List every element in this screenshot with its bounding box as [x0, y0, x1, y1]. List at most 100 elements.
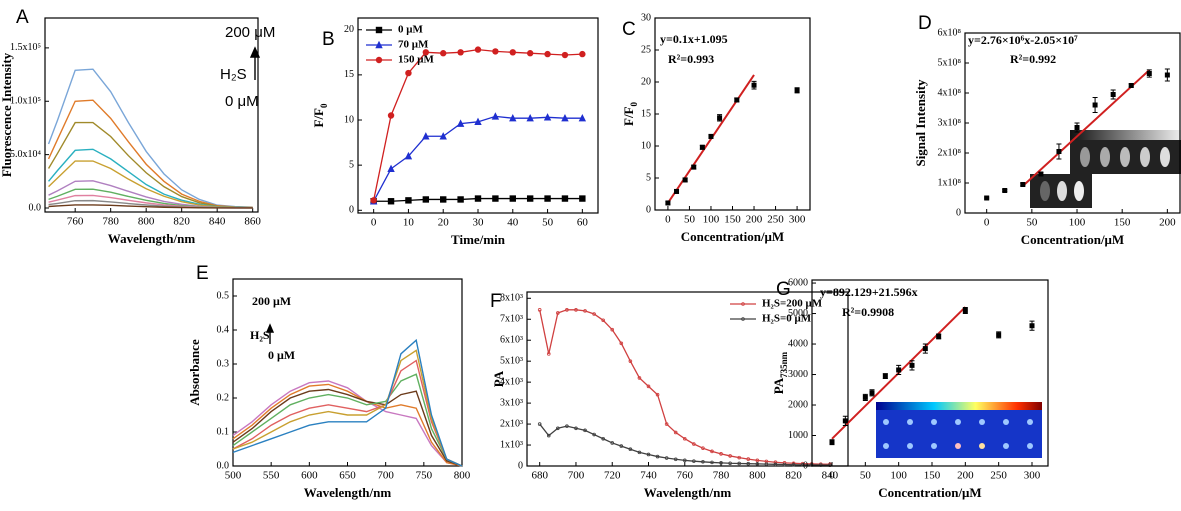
x-tick-label: 550	[263, 470, 280, 482]
point	[794, 87, 800, 93]
y-axis-label: F/F0	[311, 103, 329, 128]
y-tick-label: 15	[641, 108, 651, 119]
point	[665, 200, 671, 206]
y-tick-label: 0	[518, 460, 523, 471]
y-axis-label-main: PA	[771, 377, 786, 394]
y-tick-label: 3000	[788, 369, 808, 380]
y-tick-label: 0	[646, 204, 651, 215]
y-axis-label-sub: 735nm	[779, 351, 789, 378]
y-tick-label: 0.0	[217, 460, 230, 471]
y-axis-label: F/F0	[621, 102, 639, 127]
marker	[509, 49, 516, 56]
panel-letter: C	[622, 19, 636, 40]
y-axis-label-main: F/F	[311, 108, 326, 128]
x-tick-label: 150	[924, 470, 941, 482]
annotation: 0 μM	[225, 93, 259, 110]
point	[829, 439, 835, 445]
y-tick-label: 7x10³	[500, 314, 523, 325]
x-tick-label: 680	[531, 470, 548, 482]
point	[682, 177, 688, 183]
panel: G 0 1000 2000 3000 4000 5000 6000 0 50 100 150 200 25…	[771, 277, 1049, 500]
y-axis-label-main: Fluorescence Intensity	[0, 52, 14, 177]
legend-marker	[741, 317, 745, 321]
x-tick-label: 500	[225, 470, 242, 482]
series-line	[539, 423, 830, 466]
series-line	[232, 383, 463, 467]
point	[699, 144, 705, 150]
legend-label: 0 μM	[398, 24, 423, 36]
marker	[574, 308, 578, 312]
marker	[692, 442, 696, 446]
marker	[405, 69, 412, 77]
marker	[561, 114, 569, 122]
point	[882, 373, 888, 379]
marker	[619, 444, 624, 448]
x-axis-label: Wavelength/nm	[644, 485, 732, 500]
marker	[601, 436, 605, 441]
x-tick-label: 0	[665, 214, 671, 226]
x-tick-label: 720	[604, 470, 621, 482]
series-line	[232, 359, 463, 467]
x-tick-label: 250	[767, 214, 784, 226]
marker	[457, 49, 464, 56]
x-tick-label: 100	[890, 470, 907, 482]
x-tick-label: 40	[507, 217, 519, 229]
y-axis-label-main: Signal Intensity	[913, 79, 928, 167]
marker	[583, 428, 587, 433]
panel: A 0.0 5.0x10⁴ 1.0x10⁵ 1.5x10⁵ 760 780 800 820 840…	[0, 7, 275, 246]
annotation: 200 μM	[252, 294, 291, 308]
marker	[492, 195, 499, 202]
marker	[565, 308, 569, 312]
panel: E 0.0 0.1 0.2 0.3 0.4 0.5 500 550 600 650 700 750 800…	[187, 263, 471, 500]
marker	[579, 50, 586, 58]
marker	[422, 49, 430, 56]
marker	[791, 462, 796, 467]
marker	[387, 164, 395, 172]
point	[1029, 323, 1035, 329]
point	[717, 115, 723, 121]
point	[1128, 83, 1134, 88]
marker	[619, 341, 624, 346]
y-tick-label: 6x10⁸	[938, 27, 962, 38]
annotation: R²=0.992	[1010, 52, 1056, 66]
legend-label: 70 μM	[398, 39, 429, 51]
point	[1146, 71, 1152, 76]
marker	[646, 384, 651, 389]
y-tick-label: 2000	[788, 399, 808, 410]
marker	[546, 433, 551, 438]
marker	[646, 452, 651, 457]
y-tick-label: 2x10³	[500, 418, 523, 429]
point	[708, 133, 714, 139]
marker	[474, 46, 482, 53]
x-tick-label: 0	[984, 217, 990, 229]
annotation: 200 μM	[225, 24, 275, 41]
marker	[737, 461, 741, 466]
marker	[746, 457, 751, 461]
series-line	[232, 373, 463, 467]
x-tick-label: 800	[749, 470, 766, 482]
y-tick-label: 5.0x10⁴	[10, 149, 42, 160]
marker	[628, 359, 633, 363]
x-tick-label: 0	[829, 470, 835, 482]
inset-g	[876, 402, 1042, 458]
y-tick-label: 8x10³	[500, 293, 523, 304]
point	[996, 332, 1002, 338]
x-tick-label: 760	[67, 216, 84, 228]
fit-line	[667, 74, 755, 204]
x-tick-label: 50	[684, 214, 696, 226]
series-line	[232, 338, 463, 467]
y-tick-label: 0.0	[29, 202, 42, 213]
marker	[561, 195, 569, 202]
marker	[710, 460, 714, 465]
y-tick-label: 3x10³	[500, 397, 523, 408]
x-tick-label: 200	[957, 470, 974, 482]
y-tick-label: 6x10³	[500, 335, 523, 346]
marker	[405, 197, 412, 204]
panel-letter: F	[490, 291, 502, 312]
y-tick-label: 4000	[788, 338, 808, 349]
plot-frame	[654, 17, 811, 211]
marker	[628, 447, 633, 452]
marker	[682, 436, 687, 441]
